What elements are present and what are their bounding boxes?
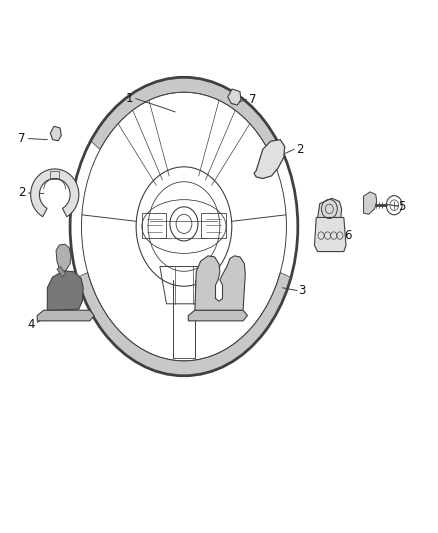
Polygon shape: [91, 77, 277, 149]
Polygon shape: [228, 89, 241, 105]
Text: 4: 4: [28, 318, 35, 330]
Polygon shape: [57, 266, 66, 277]
Polygon shape: [318, 198, 342, 219]
Text: 5: 5: [399, 200, 406, 213]
Text: 1: 1: [125, 92, 133, 105]
Bar: [50, 171, 59, 179]
Polygon shape: [77, 272, 291, 376]
Polygon shape: [56, 244, 71, 272]
Text: 2: 2: [296, 143, 304, 156]
Polygon shape: [254, 140, 285, 179]
Text: 2: 2: [18, 187, 26, 199]
Polygon shape: [50, 126, 61, 141]
Polygon shape: [37, 310, 94, 321]
Polygon shape: [31, 169, 79, 217]
Polygon shape: [188, 310, 247, 321]
Polygon shape: [195, 256, 245, 310]
Text: 6: 6: [344, 229, 352, 242]
Polygon shape: [47, 271, 83, 310]
Bar: [201, 213, 226, 238]
Bar: [142, 213, 166, 238]
Text: 7: 7: [18, 132, 26, 145]
Polygon shape: [314, 217, 346, 252]
Polygon shape: [364, 192, 377, 214]
Text: 3: 3: [299, 284, 306, 297]
Text: 7: 7: [249, 93, 257, 106]
